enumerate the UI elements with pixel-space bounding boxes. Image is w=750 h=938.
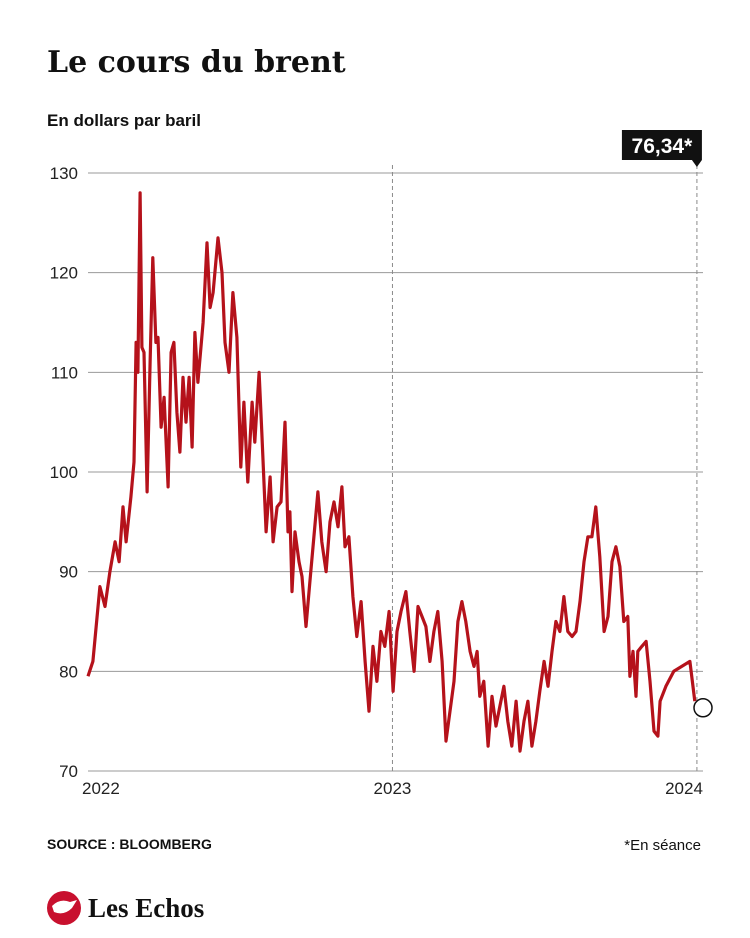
y-tick-label: 80 [59,662,78,681]
x-tick-label: 2024 [665,779,703,798]
logo-icon-shape [52,900,77,914]
chart-title: Le cours du brent [47,45,346,80]
source: SOURCE : BLOOMBERG [47,836,212,852]
logo: Les Echos [88,893,204,923]
line-series [86,191,697,753]
annotation-label: 76,34* [632,135,694,158]
annotation-box [621,130,702,160]
y-tick-label: 100 [50,463,78,482]
y-tick-label: 110 [51,363,78,382]
y-tick-label: 120 [50,264,78,283]
annotation-pointer [691,160,702,167]
current-value-marker [693,698,713,718]
chart-subtitle: En dollars par baril [47,111,201,130]
y-tick-label: 90 [59,563,78,582]
y-tick-label: 70 [59,762,78,781]
y-tick-label: 130 [50,164,78,183]
x-tick-label: 2023 [374,779,412,798]
note: *En séance [624,837,701,854]
x-tick-label: 2022 [82,779,120,798]
